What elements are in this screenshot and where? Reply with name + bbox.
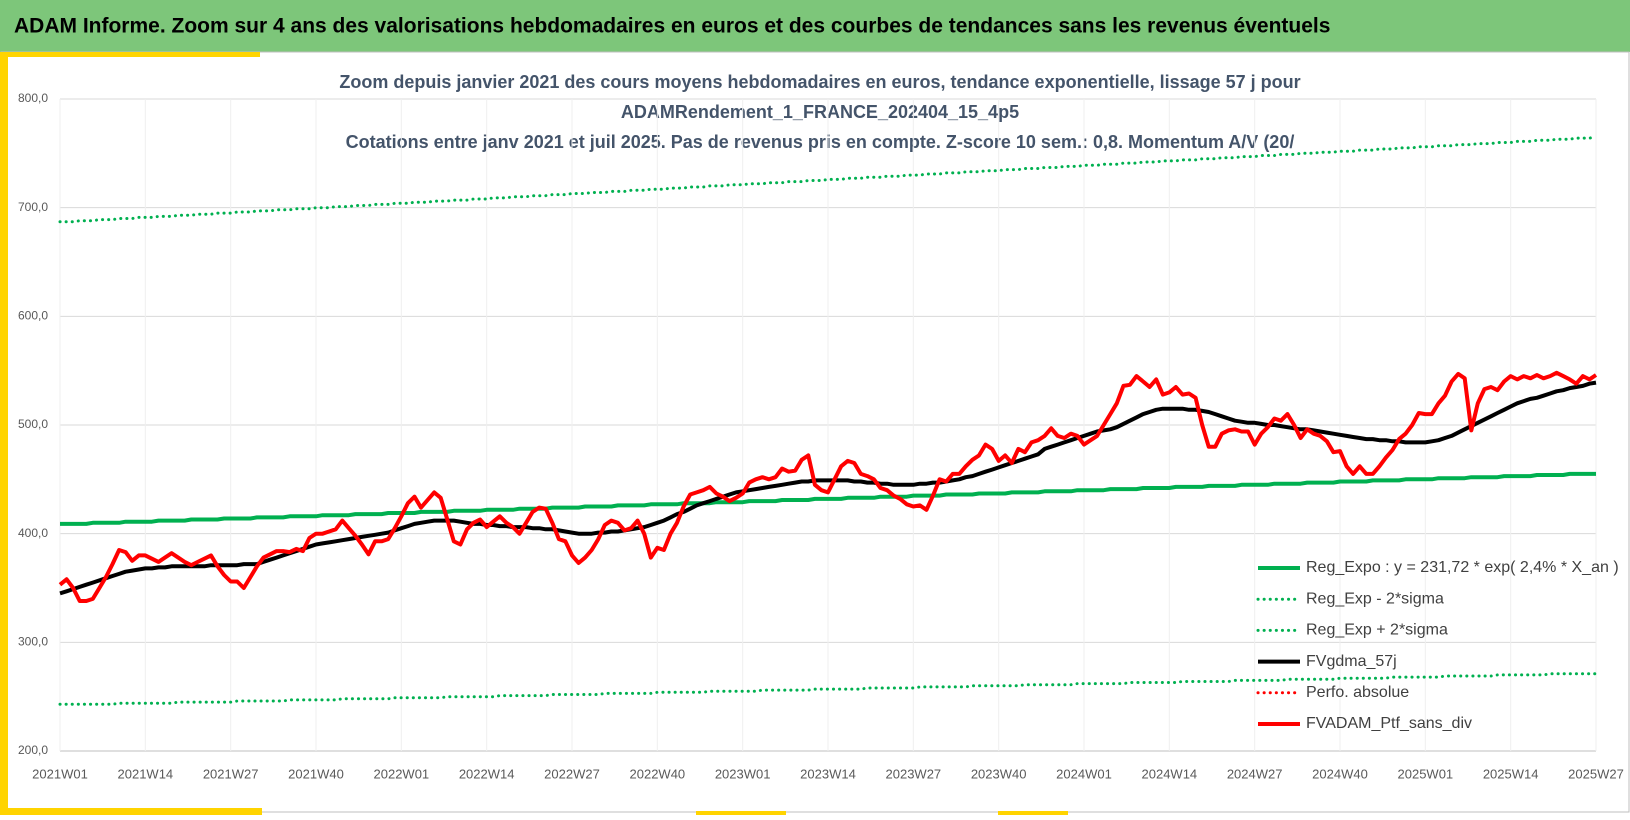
legend-label: FVgdma_57j [1306,653,1397,670]
x-tick-label: 2025W01 [1398,766,1454,781]
x-tick-label: 2023W14 [800,766,856,781]
series-line [58,370,1598,603]
chart-title: Zoom depuis janvier 2021 des cours moyen… [339,72,1300,152]
decor-strip [998,811,1068,815]
legend-label: FVADAM_Ptf_sans_div [1306,715,1472,732]
decor-strip [0,52,8,815]
x-tick-label: 2021W27 [203,766,259,781]
header-bar [0,0,1630,52]
x-tick-label: 2024W01 [1056,766,1112,781]
y-tick-label: 600,0 [18,309,48,323]
legend-label: Reg_Exp + 2*sigma [1306,622,1448,639]
series-line [58,135,1598,224]
x-tick-label: 2022W14 [459,766,515,781]
legend-label: Reg_Expo : y = 231,72 * exp( 2,4% * X_an… [1306,559,1619,576]
x-tick-label: 2022W40 [630,766,686,781]
x-tick-label: 2022W27 [544,766,600,781]
series-line [60,471,1596,526]
y-tick-label: 700,0 [18,200,48,214]
x-tick-label: 2024W40 [1312,766,1368,781]
y-tick-label: 500,0 [18,417,48,431]
y-tick-label: 800,0 [18,91,48,105]
x-tick-label: 2025W27 [1568,766,1624,781]
y-tick-label: 300,0 [18,635,48,649]
chart-title-line: ADAMRendement_1_FRANCE_202404_15_4p5 [621,102,1019,122]
legend-label: Reg_Exp - 2*sigma [1306,590,1444,607]
x-tick-label: 2023W27 [886,766,942,781]
x-tick-label: 2022W01 [374,766,430,781]
y-tick-label: 200,0 [18,743,48,757]
decor-strip [0,808,262,815]
x-tick-label: 2021W14 [118,766,174,781]
y-tick-label: 400,0 [18,526,48,540]
chart-frame [0,51,1630,813]
chart-title-line: Cotations entre janv 2021 et juil 2025. … [346,132,1295,152]
decor-strip [696,811,786,815]
x-tick-label: 2023W40 [971,766,1027,781]
x-tick-label: 2024W14 [1142,766,1198,781]
decor-strip [0,52,260,57]
legend-label: Perfo. absolue [1306,684,1409,701]
series-line [58,672,1598,706]
header-title: ADAM Informe. Zoom sur 4 ans des valoris… [14,15,1330,38]
x-tick-label: 2021W01 [32,766,88,781]
series-line [59,380,1597,596]
x-tick-label: 2024W27 [1227,766,1283,781]
x-tick-label: 2023W01 [715,766,771,781]
chart-title-line: Zoom depuis janvier 2021 des cours moyen… [339,72,1300,92]
x-tick-label: 2021W40 [288,766,344,781]
x-tick-label: 2025W14 [1483,766,1539,781]
